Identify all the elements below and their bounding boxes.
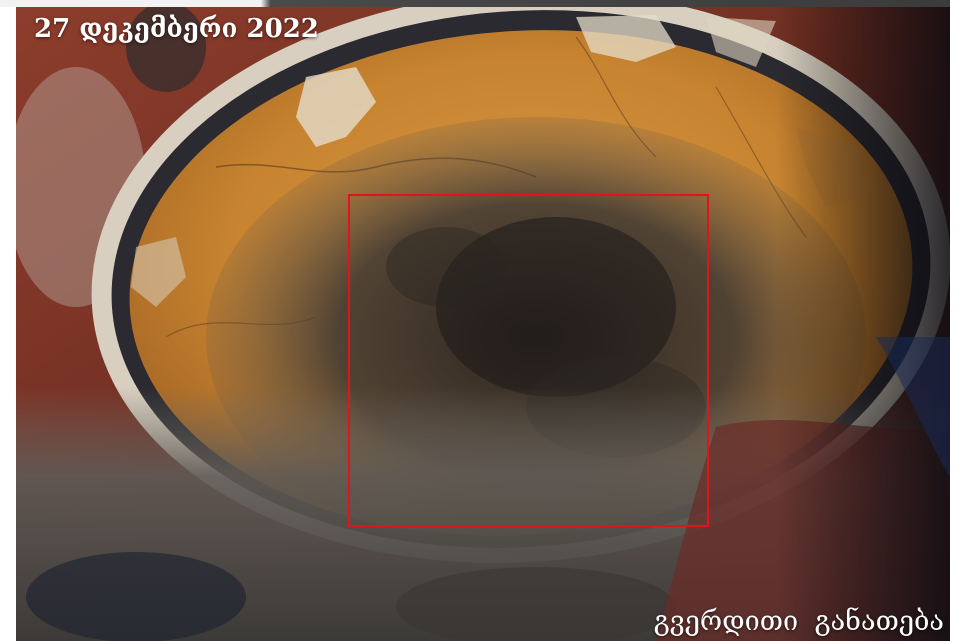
fresco-illustration — [16, 7, 950, 641]
right-gutter — [950, 0, 966, 641]
top-strip — [0, 0, 966, 7]
date-label: 27 დეკემბერი 2022 — [34, 14, 319, 44]
caption-label: გვერდითი განათება — [653, 606, 944, 637]
fresco-photo — [16, 7, 950, 641]
highlight-rectangle — [348, 194, 709, 527]
dark-right-edge — [776, 7, 950, 641]
